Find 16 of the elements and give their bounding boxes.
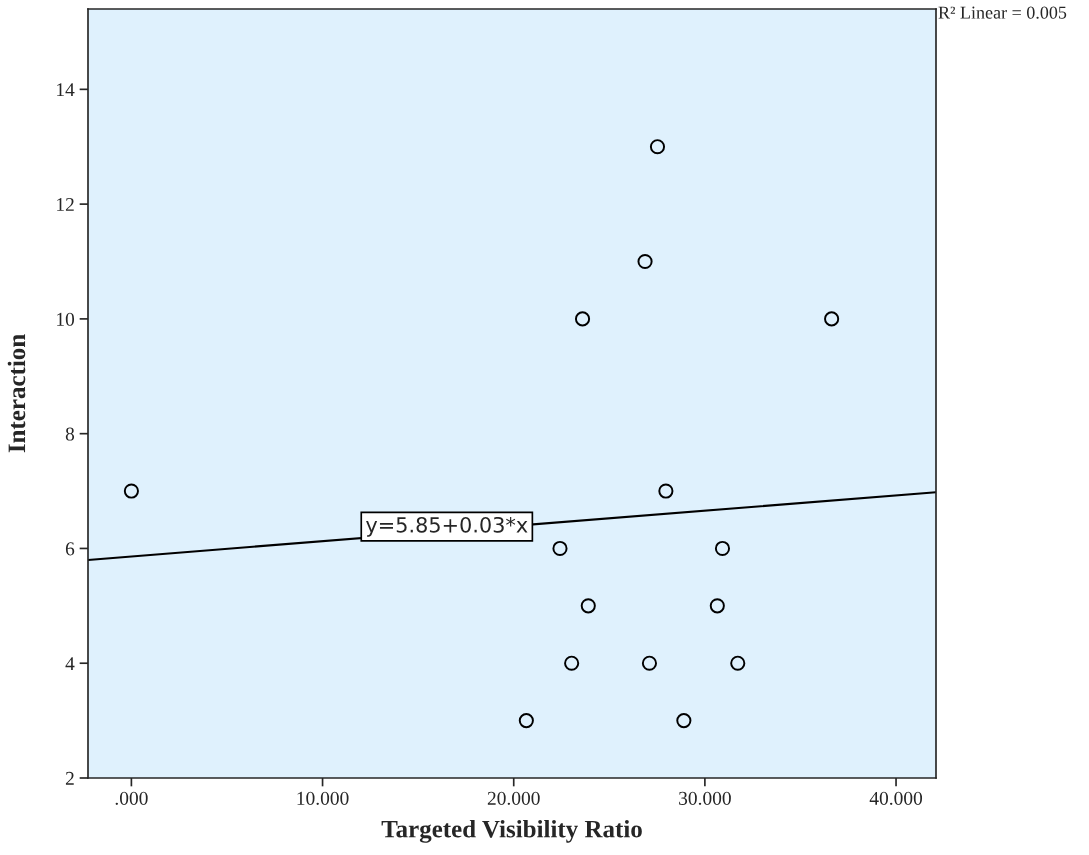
x-tick-label: 20.000 — [487, 791, 540, 805]
y-tick-label: 2 — [65, 771, 74, 785]
x-axis-title: Targeted Visibility Ratio — [381, 819, 642, 843]
y-tick-label: 12 — [57, 197, 74, 211]
y-tick-label: 14 — [57, 83, 75, 97]
y-axis-title: Interaction — [7, 334, 26, 453]
y-tick-label: 10 — [57, 312, 75, 326]
y-tick-label: 4 — [65, 657, 75, 670]
annotation: y=5.85+0.03*x — [366, 516, 528, 537]
y-tick-label: 6 — [65, 542, 75, 556]
x-tick-label: 40.000 — [869, 791, 923, 805]
x-tick-label: 10.000 — [297, 791, 349, 805]
x-tick-label: .000 — [115, 791, 148, 805]
text: R² Linear = 0.005 — [938, 6, 1067, 19]
y-tick-label: 8 — [65, 427, 75, 441]
x-tick-label: 30.000 — [679, 791, 731, 805]
